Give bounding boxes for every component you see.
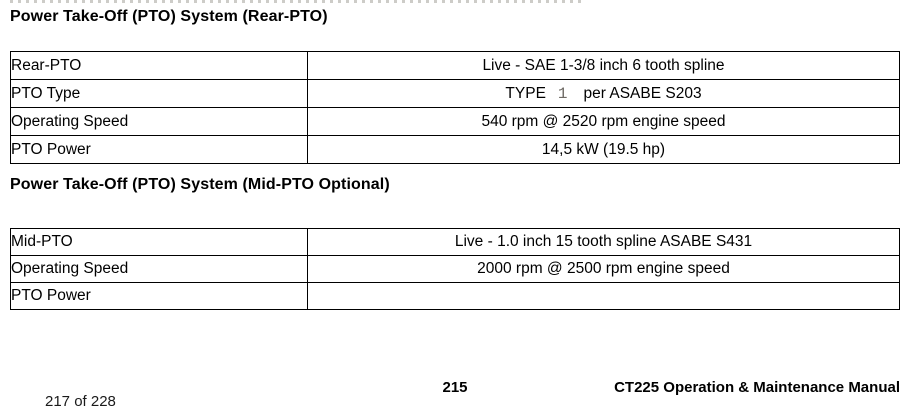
table-row: Operating Speed 540 rpm @ 2520 rpm engin… [10,107,900,136]
pto-type-suffix: per ASABE S203 [583,84,702,102]
table-row: Mid-PTO Live - 1.0 inch 15 tooth spline … [10,228,900,256]
mid-pto-table: Mid-PTO Live - 1.0 inch 15 tooth spline … [10,228,900,310]
pto-type-number: 1 [557,84,568,103]
spec-label-cell: Rear-PTO [10,51,308,80]
manual-title: CT225 Operation & Maintenance Manual [614,379,900,396]
table-row: PTO Type TYPE 1 per ASABE S203 [10,79,900,108]
page-number: 215 [442,379,468,396]
spec-value-cell: 2000 rpm @ 2500 rpm engine speed [307,255,900,283]
spec-value-cell: 14,5 kW (19.5 hp) [307,135,900,164]
table-row: PTO Power 14,5 kW (19.5 hp) [10,135,900,164]
spec-label-cell: Operating Speed [10,107,308,136]
rear-pto-table: Rear-PTO Live - SAE 1-3/8 inch 6 tooth s… [10,51,900,164]
pto-type-prefix: TYPE [505,84,546,102]
spec-value-cell: Live - 1.0 inch 15 tooth spline ASABE S4… [307,228,900,256]
spec-label-cell: Mid-PTO [10,228,308,256]
spec-value-cell: 540 rpm @ 2520 rpm engine speed [307,107,900,136]
page-position-indicator: 217 of 228 [45,393,116,410]
table-row: Operating Speed 2000 rpm @ 2500 rpm engi… [10,255,900,283]
page-footer: 215 CT225 Operation & Maintenance Manual [0,379,910,397]
clipped-text-remnant [10,0,582,3]
spec-label-cell: Operating Speed [10,255,308,283]
section-heading-mid-pto: Power Take-Off (PTO) System (Mid-PTO Opt… [10,176,390,193]
spec-label-cell: PTO Power [10,135,308,164]
spec-label-cell: PTO Type [10,79,308,108]
section-heading-rear-pto: Power Take-Off (PTO) System (Rear-PTO) [10,8,328,25]
spec-value-cell: Live - SAE 1-3/8 inch 6 tooth spline [307,51,900,80]
spec-value-cell [307,282,900,310]
table-row: Rear-PTO Live - SAE 1-3/8 inch 6 tooth s… [10,51,900,80]
table-row: PTO Power [10,282,900,310]
spec-label-cell: PTO Power [10,282,308,310]
spec-value-cell: TYPE 1 per ASABE S203 [307,79,900,108]
